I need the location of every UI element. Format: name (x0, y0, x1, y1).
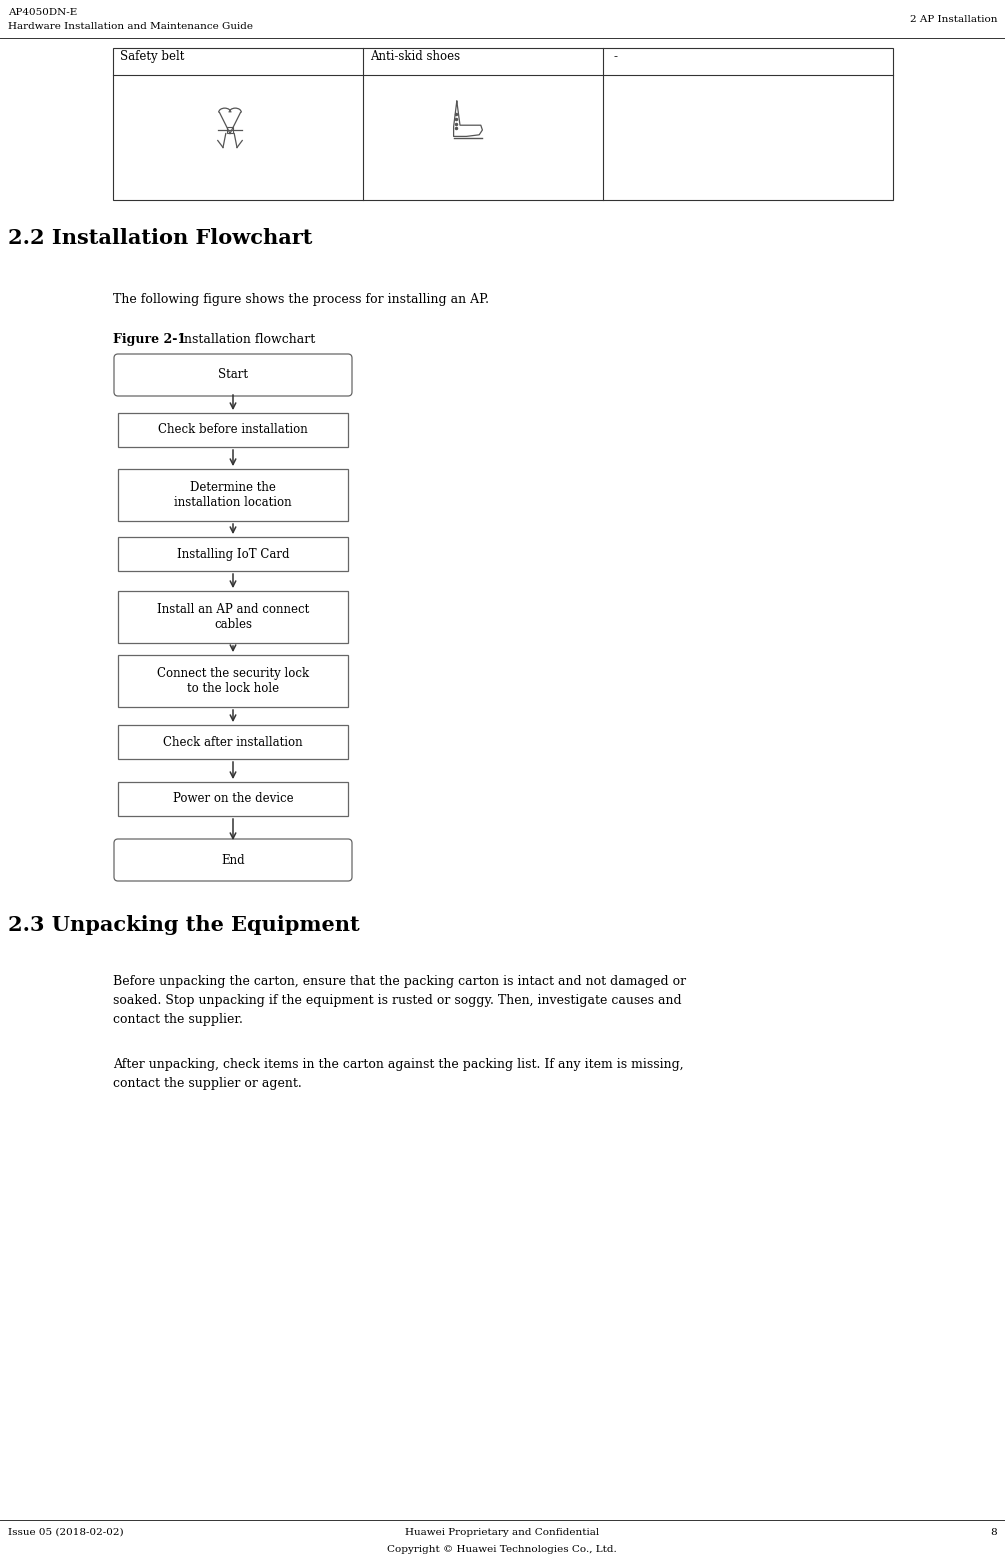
Bar (113, 49, 893, 200)
Text: Huawei Proprietary and Confidential: Huawei Proprietary and Confidential (405, 1528, 599, 1536)
Text: Determine the
installation location: Determine the installation location (174, 481, 291, 509)
Text: Hardware Installation and Maintenance Guide: Hardware Installation and Maintenance Gu… (8, 22, 253, 31)
Text: Power on the device: Power on the device (173, 792, 293, 805)
Text: Anti-skid shoes: Anti-skid shoes (370, 50, 460, 63)
Text: Installation flowchart: Installation flowchart (175, 334, 316, 346)
Text: End: End (221, 853, 245, 866)
Bar (118, 590, 348, 644)
Bar (118, 468, 348, 521)
Text: 2.2 Installation Flowchart: 2.2 Installation Flowchart (8, 229, 313, 247)
Bar (227, 127, 233, 133)
Bar (118, 781, 348, 816)
Text: contact the supplier.: contact the supplier. (113, 1013, 243, 1026)
Text: AP4050DN-E: AP4050DN-E (8, 8, 77, 17)
Text: 2 AP Installation: 2 AP Installation (910, 16, 997, 23)
Text: Install an AP and connect
cables: Install an AP and connect cables (157, 603, 310, 631)
Text: Start: Start (218, 368, 248, 382)
Text: soaked. Stop unpacking if the equipment is rusted or soggy. Then, investigate ca: soaked. Stop unpacking if the equipment … (113, 994, 681, 1007)
Text: Copyright © Huawei Technologies Co., Ltd.: Copyright © Huawei Technologies Co., Ltd… (387, 1546, 617, 1553)
Text: Check before installation: Check before installation (158, 423, 308, 437)
FancyBboxPatch shape (114, 354, 352, 396)
Bar (118, 655, 348, 706)
Text: The following figure shows the process for installing an AP.: The following figure shows the process f… (113, 293, 489, 305)
FancyBboxPatch shape (114, 839, 352, 882)
Bar (118, 537, 348, 572)
Bar (118, 725, 348, 760)
Text: Figure 2-1: Figure 2-1 (113, 334, 186, 346)
Text: After unpacking, check items in the carton against the packing list. If any item: After unpacking, check items in the cart… (113, 1059, 683, 1071)
Text: contact the supplier or agent.: contact the supplier or agent. (113, 1077, 302, 1090)
Text: Check after installation: Check after installation (163, 736, 303, 749)
Text: Installing IoT Card: Installing IoT Card (177, 548, 289, 561)
Text: 8: 8 (990, 1528, 997, 1536)
Text: 2.3 Unpacking the Equipment: 2.3 Unpacking the Equipment (8, 915, 360, 935)
Text: Connect the security lock
to the lock hole: Connect the security lock to the lock ho… (157, 667, 310, 695)
Bar (118, 413, 348, 446)
Text: Before unpacking the carton, ensure that the packing carton is intact and not da: Before unpacking the carton, ensure that… (113, 976, 686, 988)
Text: -: - (613, 50, 617, 63)
Text: Issue 05 (2018-02-02): Issue 05 (2018-02-02) (8, 1528, 124, 1536)
Text: Safety belt: Safety belt (120, 50, 184, 63)
